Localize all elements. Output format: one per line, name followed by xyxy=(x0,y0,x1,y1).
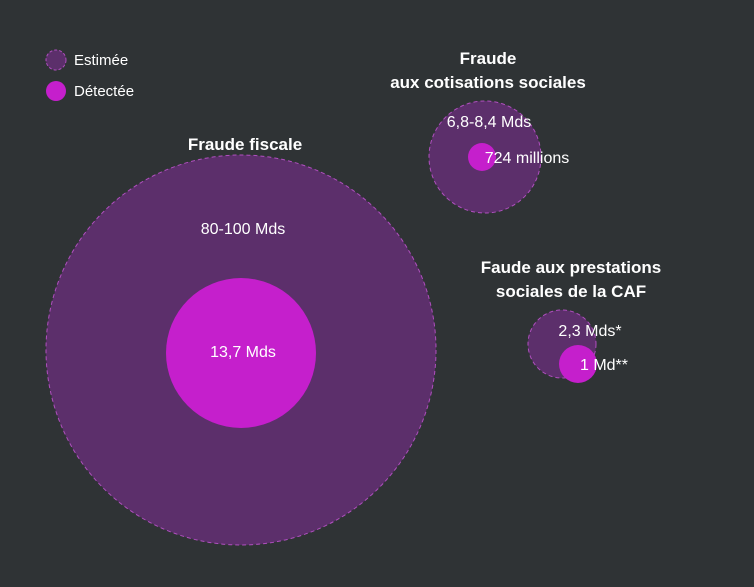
detected-bubble-fiscale xyxy=(166,278,316,428)
group-title-line: sociales de la CAF xyxy=(496,282,646,301)
group-title-line: Fraude xyxy=(460,49,517,68)
group-title-line: Fraude fiscale xyxy=(188,135,302,154)
legend-label-1: Estimée xyxy=(74,52,128,69)
legend-swatch-2 xyxy=(46,81,66,101)
legend-swatch-1 xyxy=(45,49,67,71)
legend: Estimée Détectée xyxy=(45,49,134,101)
estimated-label-caf: 2,3 Mds* xyxy=(558,323,621,340)
bubble-group-caf: Faude aux prestations sociales de la CAF 2… xyxy=(481,258,661,383)
detected-label-caf: 1 Md** xyxy=(580,357,628,374)
group-title-fiscale: Fraude fiscale xyxy=(188,135,302,154)
legend-label-2: Détectée xyxy=(74,83,134,100)
bubble-group-fiscale: Fraude fiscale 80-100 Mds 13,7 Mds xyxy=(45,135,437,546)
estimated-label-cotisations: 6,8-8,4 Mds xyxy=(447,114,531,131)
group-title-caf: Faude aux prestations sociales de la CAF xyxy=(481,258,661,301)
bubbles: Fraude fiscale 80-100 Mds 13,7 Mds Fraude au… xyxy=(45,49,661,546)
group-title-line: aux cotisations sociales xyxy=(390,73,586,92)
bubble-group-cotisations: Fraude aux cotisations sociales 6,8-8,4 Md… xyxy=(390,49,586,214)
estimated-label-fiscale: 80-100 Mds xyxy=(201,221,286,238)
detected-bubble-caf xyxy=(559,345,597,383)
group-title-cotisations: Fraude aux cotisations sociales xyxy=(390,49,586,92)
detected-label-fiscale: 13,7 Mds xyxy=(210,344,276,361)
detected-label-cotisations: 724 millions xyxy=(485,150,569,167)
group-title-line: Faude aux prestations xyxy=(481,258,661,277)
detected-bubble-cotisations xyxy=(468,143,496,171)
